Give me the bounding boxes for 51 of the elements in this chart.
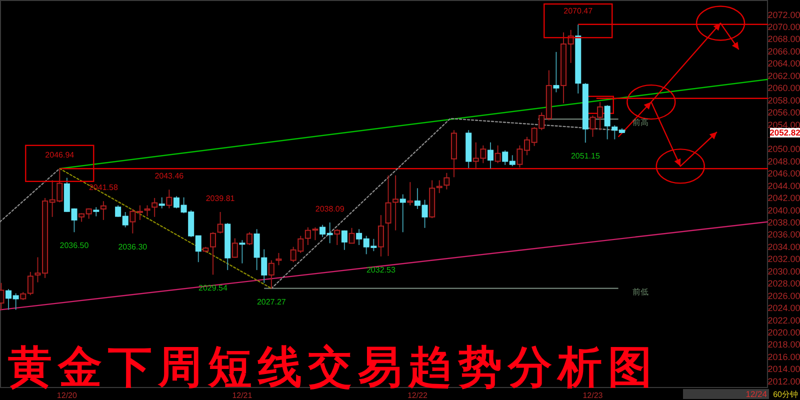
annotation: 2041.58 <box>88 183 118 192</box>
y-tick-label: 2012.00 <box>768 376 800 386</box>
y-tick-label: 2018.00 <box>768 340 800 350</box>
y-tick-label: 2068.00 <box>768 34 800 44</box>
annotation: 前高 <box>632 118 648 128</box>
y-tick-label: 2064.00 <box>768 58 800 69</box>
y-tick-label: 2028.00 <box>768 278 800 289</box>
annotation: 前低 <box>632 287 648 296</box>
text: 60分钟 <box>773 390 798 399</box>
annotation: 2027.27 <box>256 298 286 307</box>
text: 12/24 <box>746 389 768 399</box>
x-tick-label: 12/20 <box>56 391 78 400</box>
y-tick-label: 2050.00 <box>768 144 800 154</box>
y-tick-label: 2038.00 <box>768 218 800 228</box>
y-tick-label: 2072.00 <box>768 10 800 20</box>
y-tick-label: 2036.00 <box>768 230 800 240</box>
y-tick-label: 2024.00 <box>768 303 800 314</box>
annotation: 2029.54 <box>198 284 228 293</box>
y-tick-label: 2058.00 <box>768 95 800 106</box>
y-tick-label: 2022.00 <box>768 315 800 326</box>
y-tick-label: 2056.00 <box>768 108 800 118</box>
y-tick-label: 2062.00 <box>768 70 800 81</box>
y-tick-label: 2032.00 <box>768 254 800 264</box>
y-tick-label: 2016.00 <box>768 352 800 362</box>
y-tick-label: 2044.00 <box>768 180 800 191</box>
y-tick-label: 2054.00 <box>768 120 800 130</box>
annotation: 2032.53 <box>366 265 396 274</box>
y-tick-label: 2046.00 <box>768 168 800 179</box>
annotation: 2038.09 <box>315 204 345 214</box>
x-tick-label: 12/21 <box>232 391 253 400</box>
text: 黄金下周短线交易趋势分析图 <box>8 343 658 392</box>
y-tick-label: 2042.00 <box>768 193 800 204</box>
y-tick-label: 2030.00 <box>768 266 800 276</box>
x-tick-label: 12/22 <box>407 391 428 400</box>
y-tick-label: 2040.00 <box>768 205 800 216</box>
annotation: 2036.50 <box>60 241 90 250</box>
y-tick-label: 2034.00 <box>768 242 800 252</box>
y-tick-label: 2026.00 <box>768 290 800 301</box>
annotation: 2070.47 <box>564 6 594 16</box>
y-tick-label: 2066.00 <box>768 46 800 56</box>
annotation: 2036.30 <box>118 242 148 252</box>
y-tick-label: 2070.00 <box>768 22 800 32</box>
y-tick-label: 2048.00 <box>768 156 800 166</box>
x-tick-label: 12/23 <box>582 391 604 400</box>
y-tick-label: 2014.00 <box>768 364 800 374</box>
annotation: 2051.15 <box>570 152 600 161</box>
annotation: 2043.46 <box>154 172 184 181</box>
annotation: 2039.81 <box>206 194 236 203</box>
annotation: 2046.94 <box>45 150 75 160</box>
y-tick-label: 2020.00 <box>768 328 800 338</box>
y-tick-label: 2060.00 <box>768 83 800 94</box>
